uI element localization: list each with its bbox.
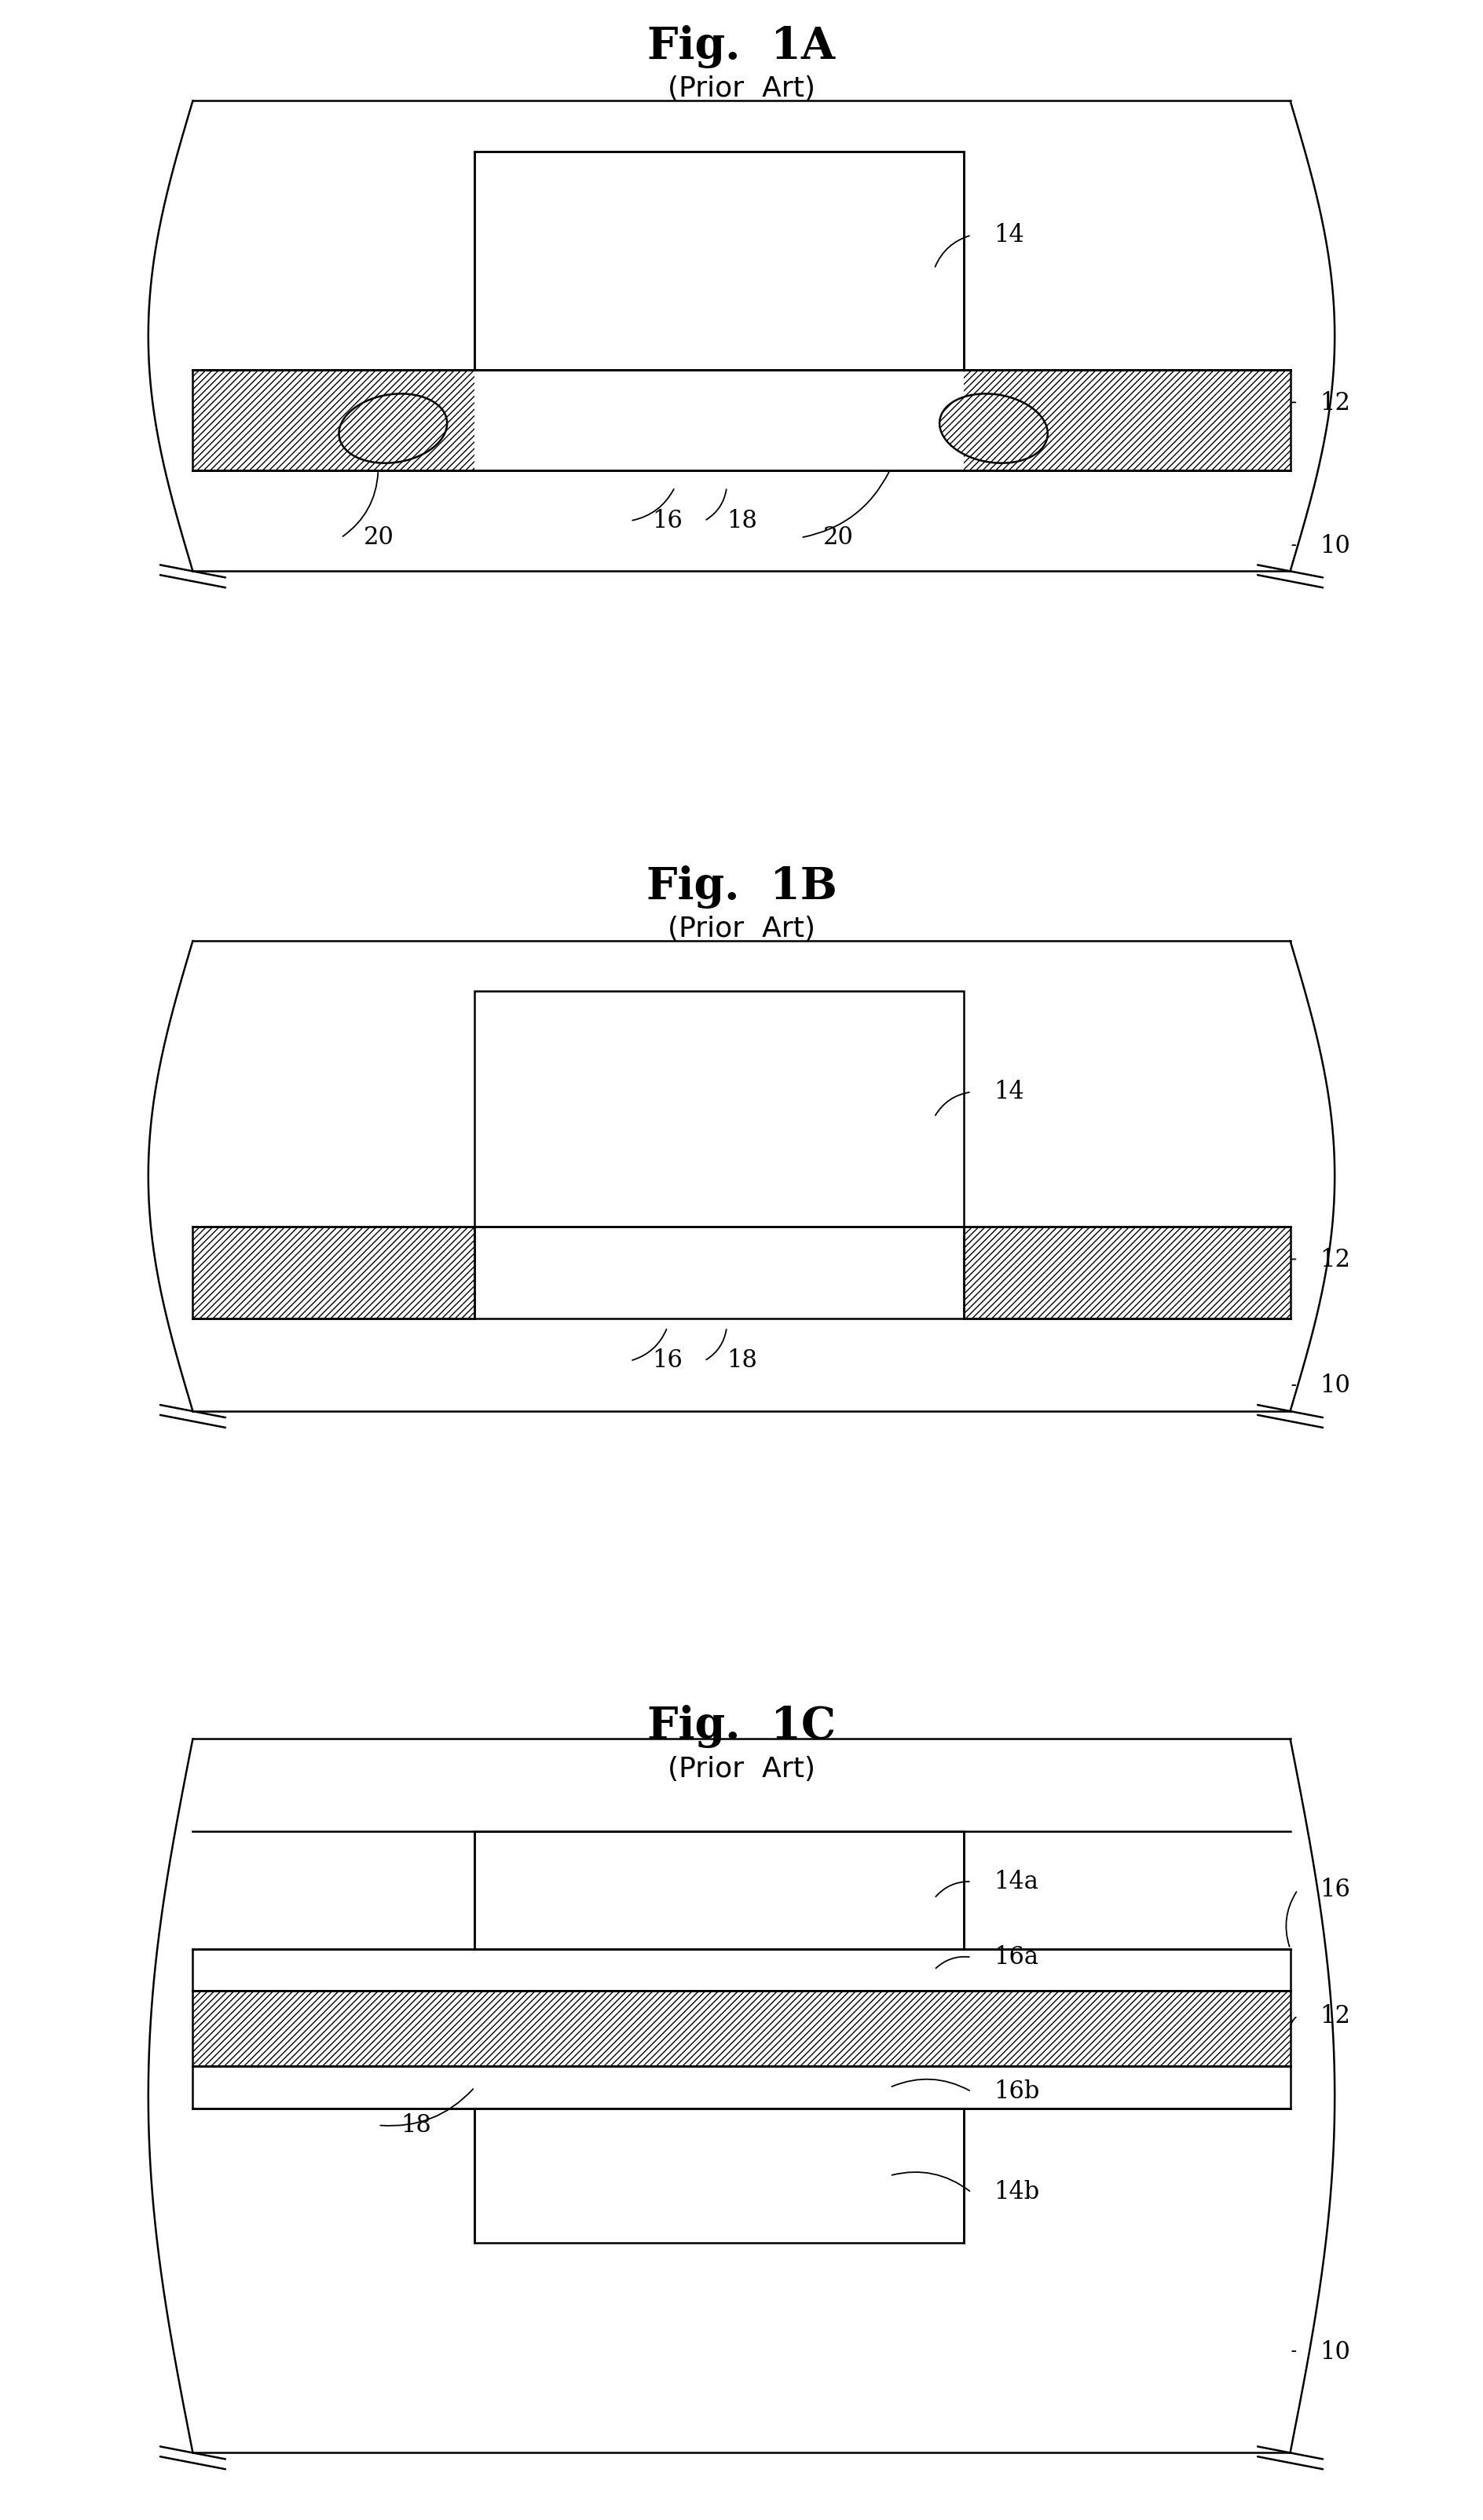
Bar bbox=[475, 151, 964, 370]
Text: (Prior  Art): (Prior Art) bbox=[667, 915, 816, 942]
Bar bbox=[475, 151, 964, 370]
Text: 10: 10 bbox=[1320, 534, 1351, 557]
Bar bbox=[475, 370, 964, 471]
Text: 14b: 14b bbox=[994, 2180, 1040, 2205]
Bar bbox=[193, 1948, 1290, 1991]
Text: 20: 20 bbox=[823, 527, 854, 549]
Text: 14: 14 bbox=[994, 1081, 1025, 1104]
Text: 16: 16 bbox=[653, 509, 684, 532]
Text: Fig.  1B: Fig. 1B bbox=[647, 864, 836, 907]
Text: 12: 12 bbox=[1320, 391, 1351, 416]
Text: 16a: 16a bbox=[994, 1945, 1038, 1968]
Text: (Prior  Art): (Prior Art) bbox=[667, 1756, 816, 1782]
Bar bbox=[193, 2066, 1290, 2109]
Bar bbox=[964, 1227, 1290, 1318]
Text: Fig.  1C: Fig. 1C bbox=[647, 1706, 836, 1749]
Text: 18: 18 bbox=[727, 509, 758, 532]
Text: 16b: 16b bbox=[994, 2079, 1040, 2104]
Text: 14a: 14a bbox=[994, 1870, 1038, 1893]
Text: 20: 20 bbox=[363, 527, 394, 549]
Polygon shape bbox=[940, 393, 1047, 464]
Text: 18: 18 bbox=[400, 2114, 432, 2137]
Text: (Prior  Art): (Prior Art) bbox=[667, 76, 816, 103]
Text: 16: 16 bbox=[653, 1348, 684, 1373]
Bar bbox=[475, 2109, 964, 2243]
Text: Fig.  1A: Fig. 1A bbox=[648, 25, 835, 68]
Bar bbox=[193, 1227, 475, 1318]
Bar bbox=[193, 370, 1290, 471]
Text: 10: 10 bbox=[1320, 1373, 1351, 1399]
Bar bbox=[475, 1832, 964, 1948]
Bar bbox=[193, 1991, 1290, 2066]
Polygon shape bbox=[340, 393, 446, 464]
Text: 14: 14 bbox=[994, 224, 1025, 247]
Text: 16: 16 bbox=[1320, 1877, 1351, 1903]
Text: 10: 10 bbox=[1320, 2341, 1351, 2364]
Text: 18: 18 bbox=[727, 1348, 758, 1373]
Bar bbox=[475, 990, 964, 1227]
Text: 12: 12 bbox=[1320, 2003, 1351, 2029]
Text: 12: 12 bbox=[1320, 1247, 1351, 1273]
